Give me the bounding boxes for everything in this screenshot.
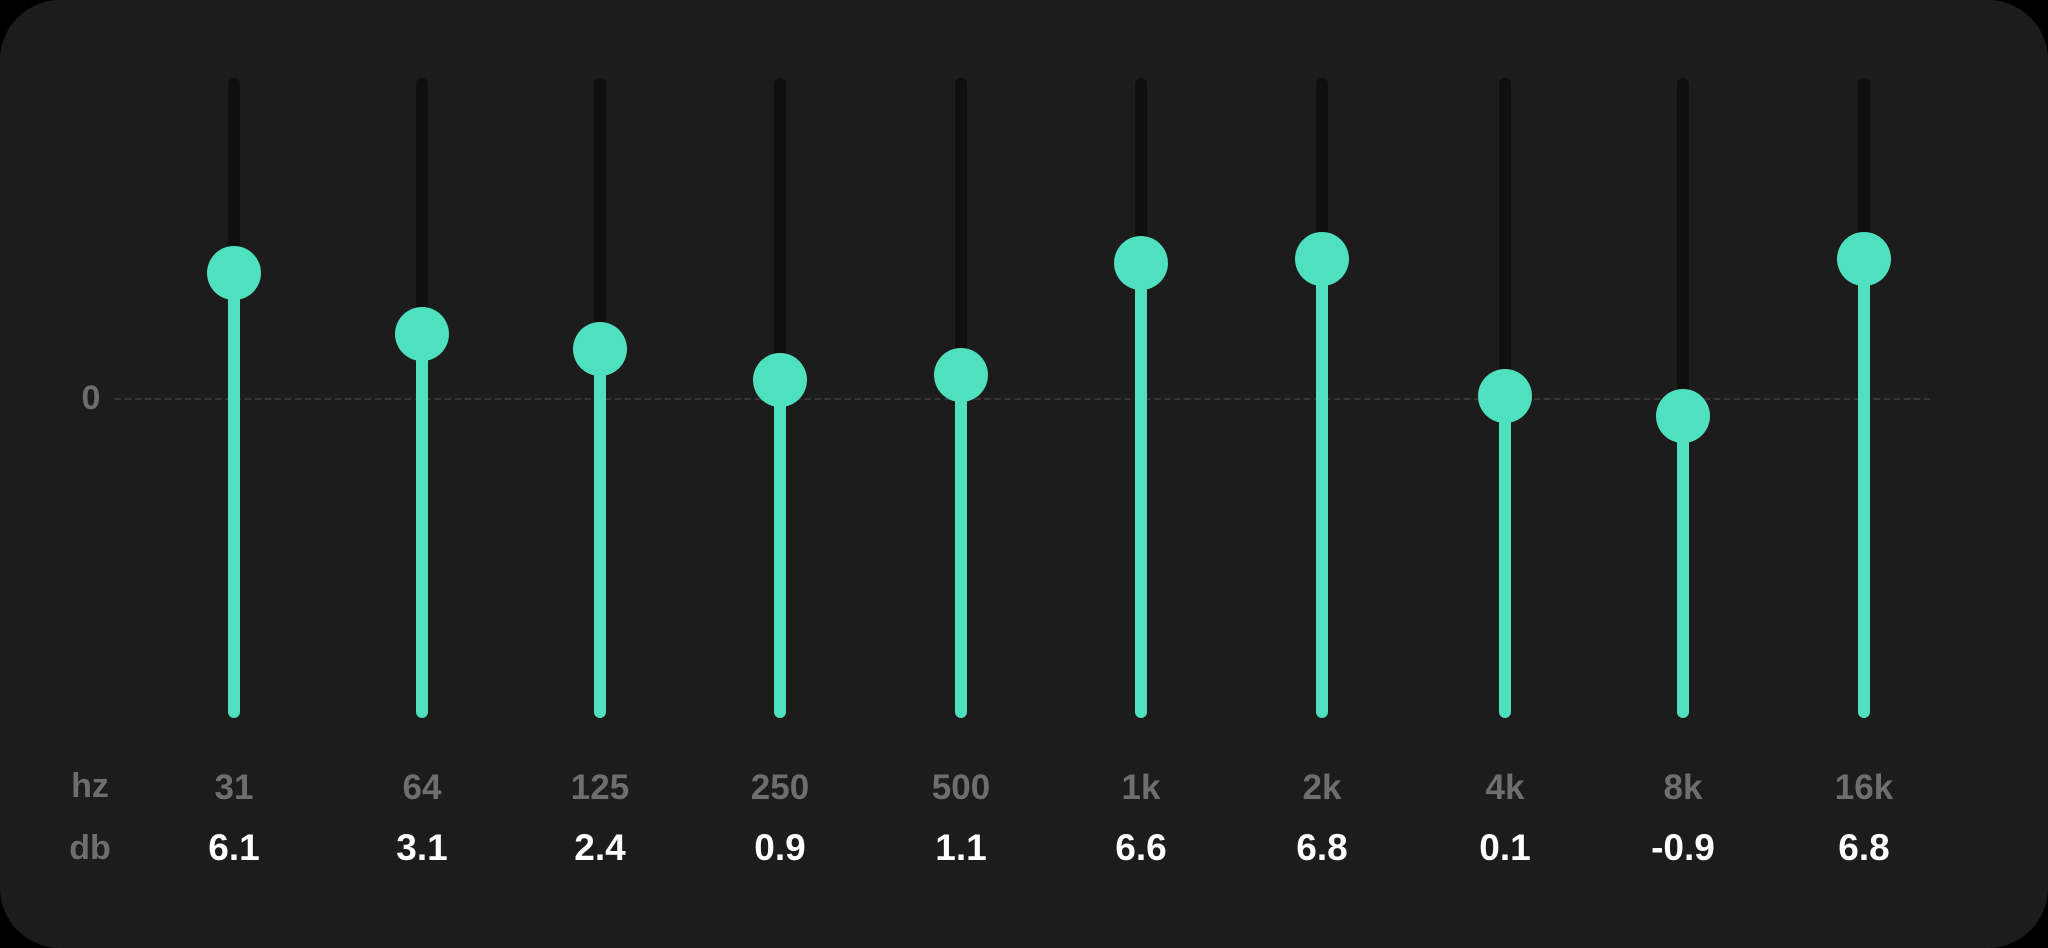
band-gain-value: 0.1 xyxy=(1479,827,1531,868)
band-frequency-label: 500 xyxy=(931,768,991,807)
slider-knob[interactable] xyxy=(573,321,627,376)
band-frequency-label: 64 xyxy=(402,768,442,807)
slider-knob[interactable] xyxy=(1478,368,1532,423)
slider-fill xyxy=(774,379,786,718)
slider-knob[interactable] xyxy=(1114,235,1168,290)
slider-knob[interactable] xyxy=(1656,389,1710,444)
band-frequency-label: 1k xyxy=(1121,768,1161,807)
band-31: 31 6.1 xyxy=(174,0,294,948)
band-250: 250 0.9 xyxy=(720,0,840,948)
band-16k: 16k 6.8 xyxy=(1804,0,1924,948)
band-frequency-label: 8k xyxy=(1663,768,1703,807)
band-gain-value: 6.6 xyxy=(1115,827,1167,868)
band-gain-value: 1.1 xyxy=(935,827,987,868)
slider-fill xyxy=(1316,258,1328,718)
slider-knob[interactable] xyxy=(395,307,449,362)
band-frequency-label: 31 xyxy=(214,768,254,807)
slider-fill xyxy=(1677,416,1689,718)
band-gain-value: 6.8 xyxy=(1296,827,1348,868)
band-gain-value: 0.9 xyxy=(754,827,806,868)
zero-db-label: 0 xyxy=(81,379,101,417)
band-frequency-label: 2k xyxy=(1302,768,1342,807)
slider-fill xyxy=(1858,258,1870,718)
slider-knob[interactable] xyxy=(207,245,261,300)
band-125: 125 2.4 xyxy=(540,0,660,948)
band-8k: 8k -0.9 xyxy=(1623,0,1743,948)
slider-fill xyxy=(228,272,240,718)
slider-fill xyxy=(955,375,967,718)
band-frequency-label: 125 xyxy=(570,768,630,807)
slider-knob[interactable] xyxy=(753,352,807,407)
slider-knob[interactable] xyxy=(934,348,988,403)
hz-row-label: hz xyxy=(71,767,109,805)
band-gain-value: -0.9 xyxy=(1651,827,1715,868)
slider-fill xyxy=(416,334,428,718)
band-frequency-label: 4k xyxy=(1485,768,1525,807)
band-gain-value: 6.1 xyxy=(208,827,260,868)
db-row-label: db xyxy=(69,829,111,867)
band-frequency-label: 16k xyxy=(1834,768,1894,807)
band-1k: 1k 6.6 xyxy=(1081,0,1201,948)
band-500: 500 1.1 xyxy=(901,0,1021,948)
slider-fill xyxy=(1499,395,1511,718)
band-frequency-label: 250 xyxy=(750,768,810,807)
slider-fill xyxy=(1135,262,1147,718)
zero-db-line xyxy=(115,398,1930,400)
slider-knob[interactable] xyxy=(1295,231,1349,286)
band-gain-value: 3.1 xyxy=(396,827,448,868)
slider-fill xyxy=(594,348,606,718)
band-2k: 2k 6.8 xyxy=(1262,0,1382,948)
band-gain-value: 2.4 xyxy=(574,827,626,868)
band-4k: 4k 0.1 xyxy=(1445,0,1565,948)
band-64: 64 3.1 xyxy=(362,0,482,948)
slider-knob[interactable] xyxy=(1837,231,1891,286)
band-gain-value: 6.8 xyxy=(1838,827,1890,868)
